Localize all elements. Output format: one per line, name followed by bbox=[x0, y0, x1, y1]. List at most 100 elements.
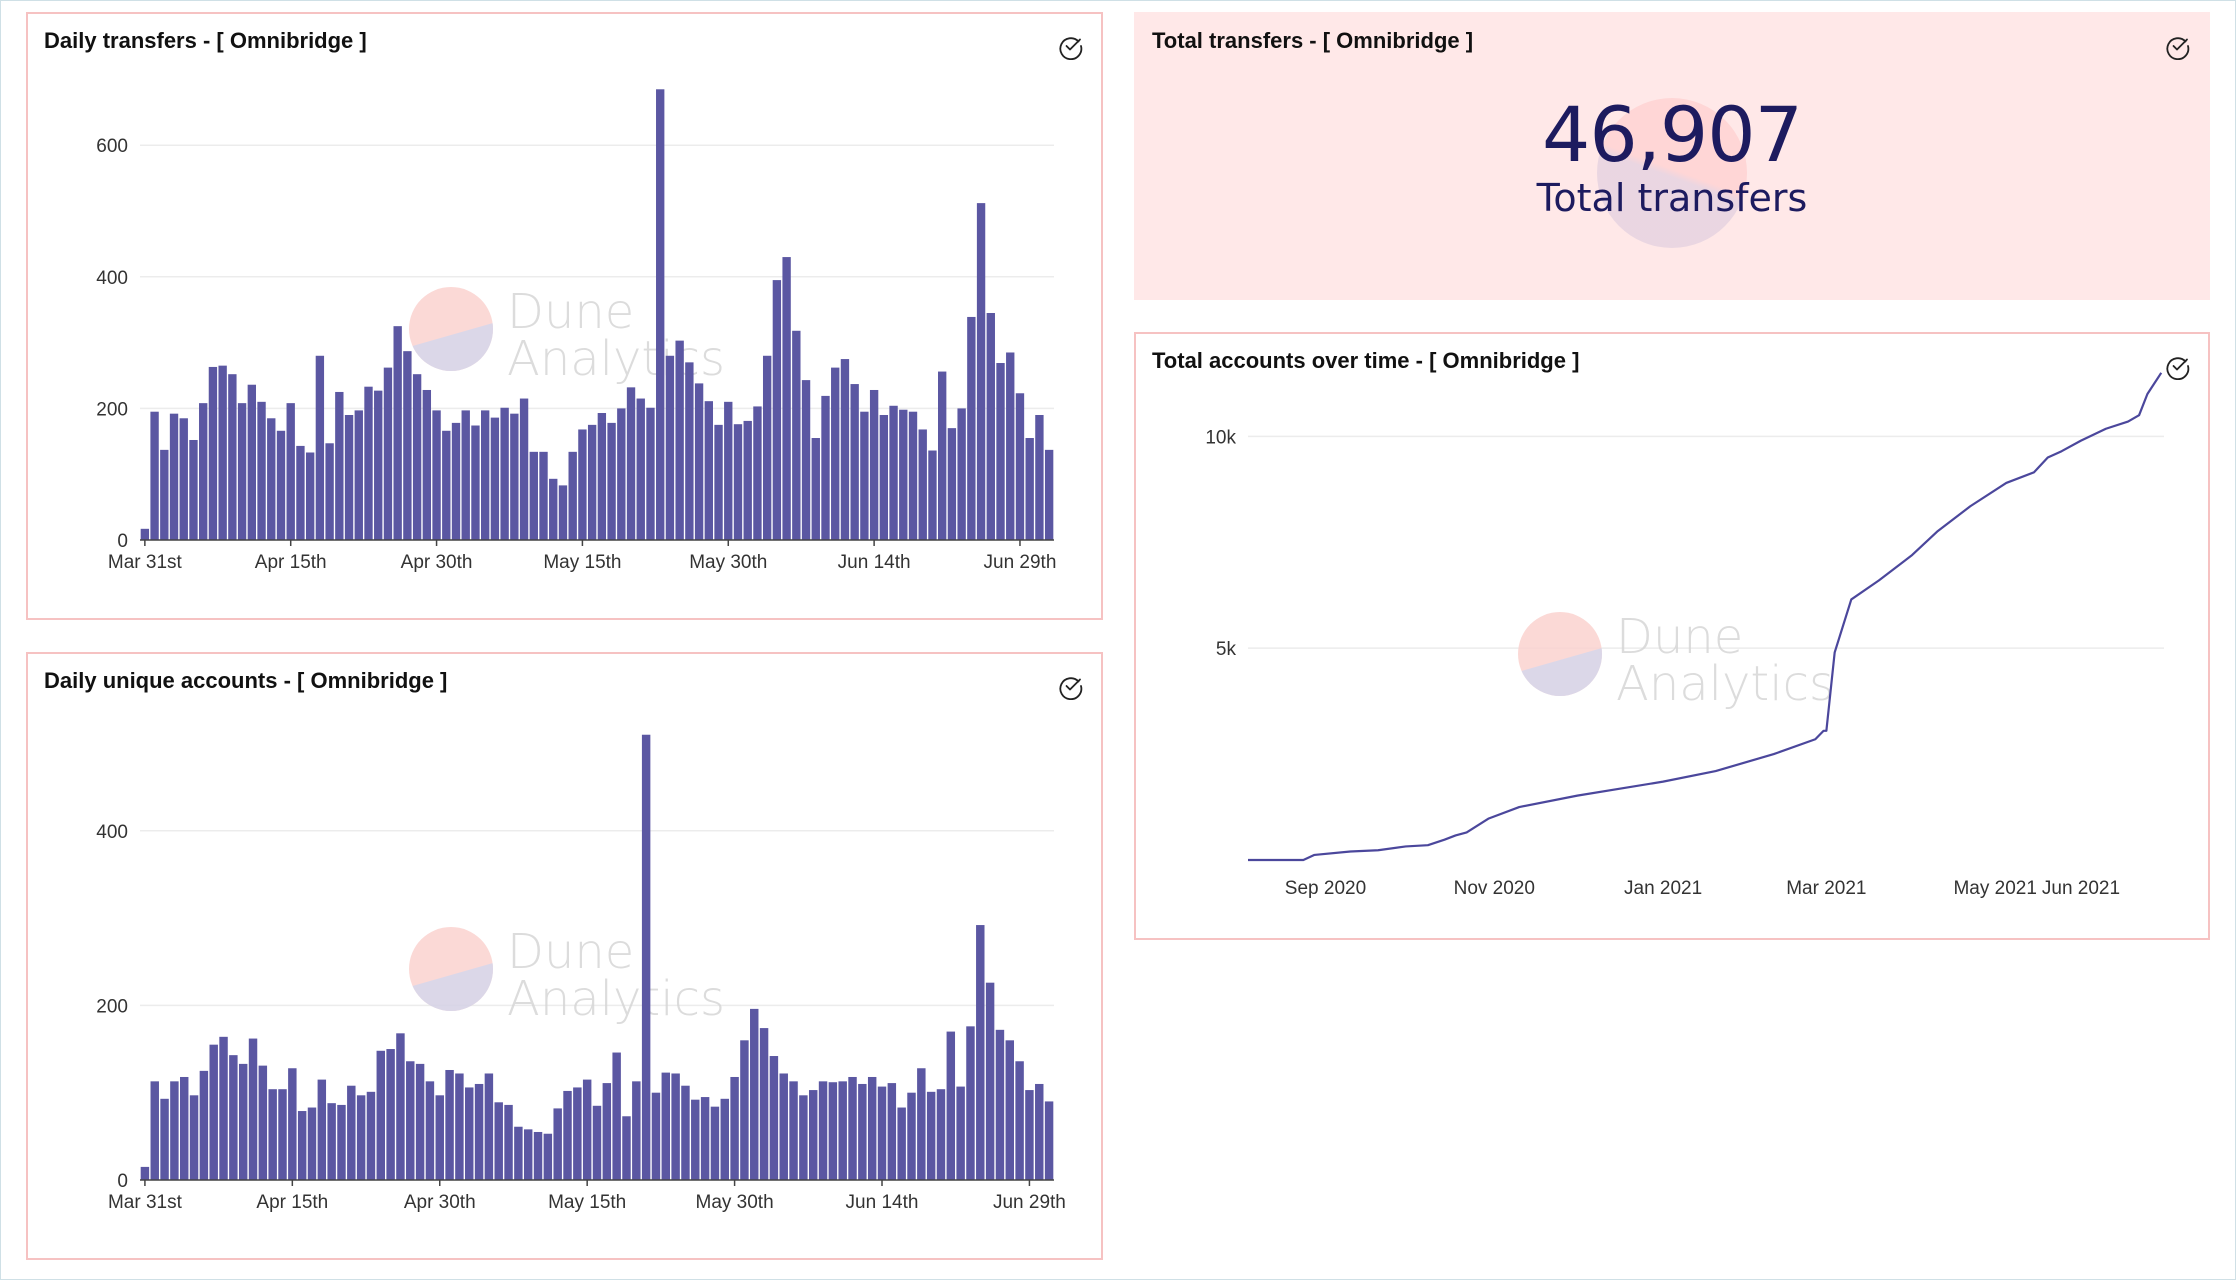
bar bbox=[685, 362, 694, 540]
bar bbox=[228, 374, 237, 540]
bar bbox=[539, 451, 548, 540]
dune-logo-lower bbox=[409, 323, 493, 371]
bar bbox=[523, 1129, 533, 1180]
bar bbox=[180, 1076, 189, 1180]
bar bbox=[490, 417, 500, 540]
bar bbox=[831, 367, 840, 540]
bar bbox=[383, 367, 393, 540]
check-circle-icon[interactable] bbox=[1057, 672, 1085, 700]
bar bbox=[296, 445, 305, 540]
bar bbox=[617, 408, 626, 540]
bar bbox=[549, 478, 558, 540]
bar bbox=[646, 407, 655, 540]
bar bbox=[858, 1083, 867, 1180]
y-tick-label: 600 bbox=[96, 136, 128, 157]
bar bbox=[199, 1070, 209, 1180]
bar bbox=[445, 1069, 454, 1180]
bar bbox=[276, 430, 286, 540]
bar bbox=[626, 387, 636, 540]
bar bbox=[641, 734, 651, 1180]
bar bbox=[543, 1133, 553, 1180]
bar bbox=[563, 1090, 572, 1180]
bar bbox=[671, 1073, 680, 1180]
bar bbox=[514, 1126, 523, 1180]
bar bbox=[612, 1052, 621, 1180]
bar bbox=[258, 1065, 268, 1180]
y-tick-label: 200 bbox=[96, 996, 128, 1017]
bar bbox=[808, 1090, 818, 1180]
bar bbox=[500, 407, 509, 540]
check-circle-icon[interactable] bbox=[2164, 352, 2192, 380]
bar bbox=[1044, 449, 1054, 540]
bar bbox=[850, 384, 859, 540]
x-tick-label: Apr 30th bbox=[401, 552, 473, 573]
bar bbox=[967, 316, 976, 540]
bar bbox=[908, 411, 918, 540]
bar bbox=[887, 1083, 897, 1180]
bar bbox=[740, 1040, 749, 1180]
x-tick-label: Mar 2021 bbox=[1786, 878, 1866, 899]
bar bbox=[848, 1076, 857, 1180]
bar bbox=[995, 1029, 1005, 1180]
check-circle-icon[interactable] bbox=[2164, 32, 2192, 60]
bar bbox=[461, 410, 470, 540]
x-tick-label: Sep 2020 bbox=[1285, 878, 1366, 899]
watermark-line2: Analytics bbox=[1616, 656, 1834, 712]
bar bbox=[442, 430, 451, 540]
daily-unique-accounts-panel: Daily unique accounts - [ Omnibridge ] 0… bbox=[26, 652, 1103, 1260]
bar bbox=[720, 1098, 729, 1180]
bar bbox=[818, 1081, 828, 1180]
panel-title: Daily transfers - [ Omnibridge ] bbox=[44, 28, 367, 53]
x-tick-label: Jun 2021 bbox=[2042, 878, 2120, 899]
bar bbox=[140, 528, 150, 540]
counter: 46,907 Total transfers bbox=[1136, 94, 2208, 248]
bar bbox=[374, 390, 383, 540]
bar bbox=[918, 429, 927, 540]
bar bbox=[762, 355, 772, 540]
bar bbox=[632, 1081, 641, 1180]
bar bbox=[946, 1031, 956, 1180]
x-tick-label: Nov 2020 bbox=[1454, 878, 1535, 899]
bar bbox=[938, 371, 947, 540]
check-circle-icon[interactable] bbox=[1057, 32, 1085, 60]
bar bbox=[602, 1083, 612, 1180]
bar bbox=[966, 1026, 975, 1180]
total-accounts-over-time-panel: Total accounts over time - [ Omnibridge … bbox=[1134, 332, 2210, 940]
bar bbox=[484, 1073, 494, 1180]
bar bbox=[1035, 414, 1044, 540]
counter-label: Total transfers bbox=[1536, 176, 1808, 220]
bar bbox=[799, 1095, 808, 1180]
y-tick-label: 10k bbox=[1205, 427, 1236, 448]
bar bbox=[376, 1050, 386, 1180]
bar bbox=[150, 411, 159, 540]
bar bbox=[208, 366, 218, 540]
x-tick-label: May 30th bbox=[696, 1192, 774, 1213]
bar bbox=[1035, 1083, 1044, 1180]
bar bbox=[307, 1107, 317, 1180]
bar bbox=[656, 89, 665, 540]
bar bbox=[257, 401, 266, 540]
bar bbox=[160, 449, 169, 540]
bar bbox=[1006, 352, 1015, 540]
bar bbox=[510, 413, 519, 540]
bar bbox=[917, 1068, 926, 1180]
bar bbox=[432, 410, 441, 540]
bar bbox=[769, 1056, 779, 1180]
bar bbox=[386, 1049, 395, 1180]
bar bbox=[327, 1103, 336, 1180]
bar bbox=[661, 1072, 671, 1180]
x-tick-label: Jun 29th bbox=[984, 552, 1057, 573]
bar bbox=[578, 429, 587, 540]
bar bbox=[1044, 1101, 1054, 1180]
bar bbox=[558, 485, 568, 540]
bar bbox=[268, 1089, 277, 1180]
bar bbox=[344, 414, 354, 540]
bar bbox=[393, 326, 402, 540]
bar bbox=[406, 1061, 415, 1180]
y-tick-label: 200 bbox=[96, 399, 128, 420]
bar bbox=[607, 422, 616, 540]
bar bbox=[189, 1095, 199, 1180]
bar bbox=[889, 405, 898, 540]
x-tick-label: Apr 15th bbox=[256, 1192, 328, 1213]
bar bbox=[533, 1131, 543, 1180]
